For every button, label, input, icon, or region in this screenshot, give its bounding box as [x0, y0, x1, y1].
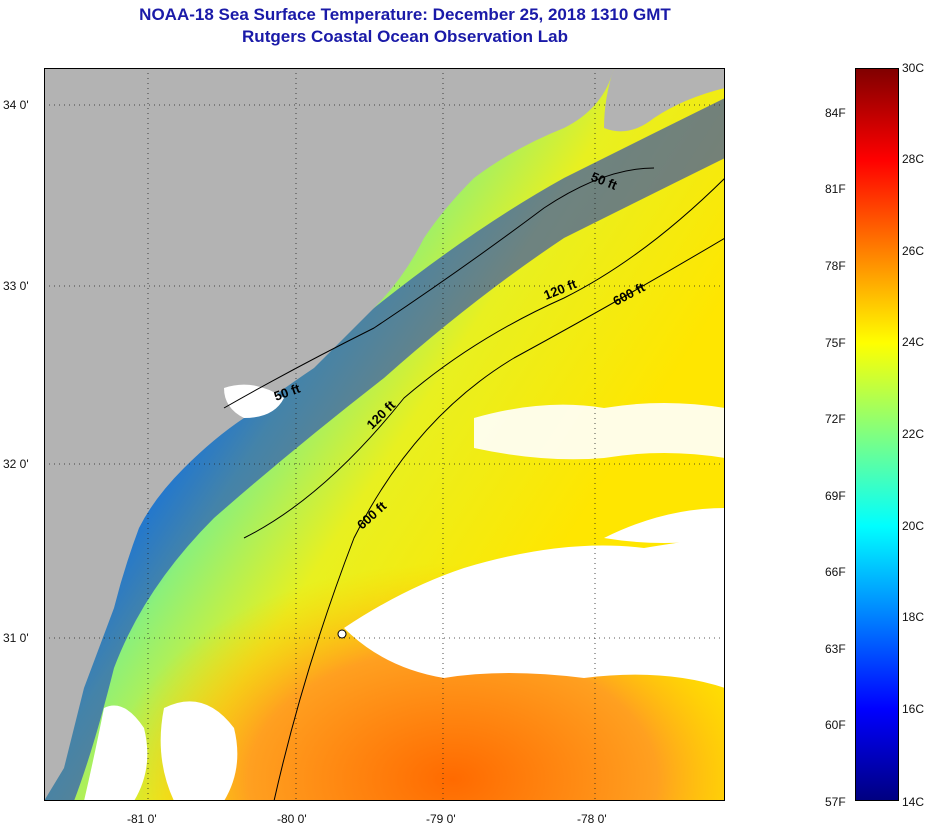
map-subtitle: Rutgers Coastal Ocean Observation Lab [242, 27, 568, 46]
lon-tick-label: -79 0' [426, 812, 456, 826]
station-marker [337, 629, 347, 639]
colorbar-c-label: 14C [902, 795, 925, 809]
colorbar-f-label: 69F [825, 489, 846, 503]
cloud-mask [604, 508, 725, 543]
colorbar-c-label: 18C [902, 610, 925, 624]
land-mass-ne [604, 68, 725, 132]
temperature-colorbar [855, 68, 899, 801]
isobath-600ft [273, 237, 725, 801]
lon-tick-label: -78 0' [577, 812, 607, 826]
isobath-120ft [243, 177, 725, 539]
lat-tick-label: 34 0' [3, 98, 29, 112]
cloud-mask [344, 538, 725, 688]
colorbar-f-label: 75F [825, 336, 846, 350]
colorbar-c-label: 20C [902, 519, 925, 533]
colorbar-c-label: 30C [902, 61, 925, 75]
colorbar-f-label: 60F [825, 718, 846, 732]
colorbar-gradient [855, 68, 899, 801]
colorbar-c-label: 24C [902, 335, 925, 349]
cloud-mask [224, 384, 284, 418]
colorbar-c-label: 26C [902, 244, 925, 258]
isobath-50ft [223, 167, 655, 409]
lat-tick-label: 32 0' [3, 457, 29, 471]
lat-tick-label: 33 0' [3, 279, 29, 293]
colorbar-c-label: 22C [902, 427, 925, 441]
lon-tick-label: -81 0' [127, 812, 157, 826]
colorbar-f-label: 66F [825, 565, 846, 579]
colorbar-c-label: 28C [902, 152, 925, 166]
lon-tick-label: -80 0' [277, 812, 307, 826]
colorbar-c-label: 16C [902, 702, 925, 716]
colorbar-f-label: 81F [825, 182, 846, 196]
land-mass [44, 68, 614, 801]
map-frame [44, 68, 725, 801]
cloud-mask [474, 403, 725, 460]
colorbar-f-label: 57F [825, 795, 846, 809]
lat-tick-label: 31 0' [3, 631, 29, 645]
colorbar-f-label: 63F [825, 642, 846, 656]
cloud-mask [160, 701, 238, 801]
graticule [44, 68, 725, 801]
colorbar-f-label: 72F [825, 412, 846, 426]
cloud-mask [84, 705, 148, 801]
colorbar-f-label: 84F [825, 106, 846, 120]
colorbar-f-label: 78F [825, 259, 846, 273]
map-title: NOAA-18 Sea Surface Temperature: Decembe… [139, 5, 671, 24]
sst-map: 50 ft 120 ft 600 ft 50 ft 120 ft 600 ft [44, 68, 725, 801]
